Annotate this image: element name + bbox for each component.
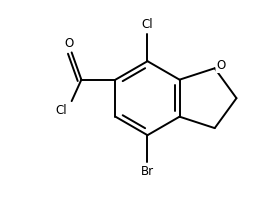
Text: Cl: Cl <box>55 104 67 117</box>
Text: O: O <box>217 59 226 72</box>
Text: O: O <box>64 37 73 50</box>
Text: Br: Br <box>141 165 154 178</box>
Text: Cl: Cl <box>142 18 153 31</box>
